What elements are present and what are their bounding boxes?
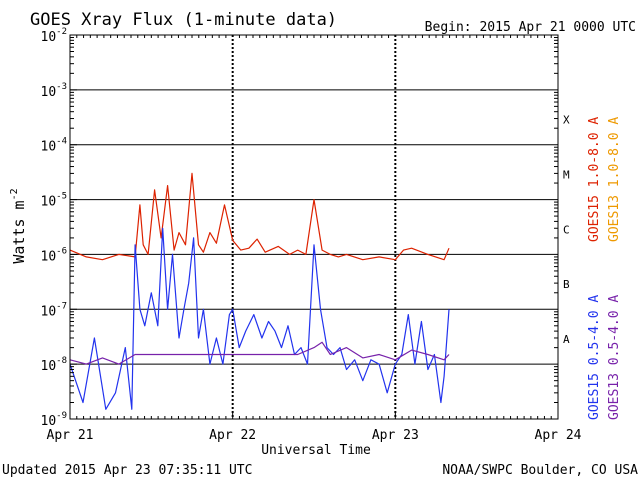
- series-line: [69, 341, 450, 365]
- y-tick-label: 10-6: [41, 246, 68, 264]
- legend-entry: GOES13 0.5-4.0 A: [607, 295, 622, 420]
- y-tick-label: 10-3: [41, 82, 68, 100]
- flare-class-label: C: [563, 223, 570, 236]
- y-tick-label: 10-8: [41, 356, 68, 374]
- chart-title: GOES Xray Flux (1-minute data): [30, 10, 337, 30]
- series-line: [69, 227, 450, 410]
- y-tick-label: 10-9: [41, 411, 68, 429]
- flare-class-label: B: [563, 278, 570, 291]
- updated-timestamp: Updated 2015 Apr 23 07:35:11 UTC: [2, 463, 252, 478]
- flare-class-label: M: [563, 168, 570, 181]
- flare-class-label: X: [563, 114, 570, 127]
- flare-class-label: A: [563, 333, 570, 346]
- y-tick-label: 10-7: [41, 301, 68, 319]
- plot-frame: [69, 34, 559, 420]
- y-tick-label: 10-5: [41, 192, 68, 210]
- legend-entry: GOES15 0.5-4.0 A: [587, 295, 602, 420]
- y-axis-label: Watts m-2: [9, 188, 28, 263]
- svg-text:Watts m-2: Watts m-2: [9, 188, 28, 263]
- y-axis-label-text: Watts m: [10, 200, 28, 263]
- x-tick-label: Apr 23: [372, 428, 419, 443]
- legend-entry: GOES15 1.0-8.0 A: [587, 117, 602, 242]
- y-tick-label: 10-4: [41, 137, 68, 155]
- series-line: [69, 172, 450, 261]
- x-tick-label: Apr 24: [535, 428, 582, 443]
- y-tick-label: 10-2: [41, 27, 68, 45]
- y-axis-label-exponent: -2: [9, 188, 20, 200]
- begin-label: Begin: 2015 Apr 21 0000 UTC: [425, 20, 636, 35]
- x-tick-label: Apr 22: [209, 428, 256, 443]
- credit-label: NOAA/SWPC Boulder, CO USA: [442, 463, 638, 478]
- x-tick-label: Apr 21: [47, 428, 94, 443]
- x-axis-label: Universal Time: [261, 443, 371, 458]
- legend-entry: GOES13 1.0-8.0 A: [607, 117, 622, 242]
